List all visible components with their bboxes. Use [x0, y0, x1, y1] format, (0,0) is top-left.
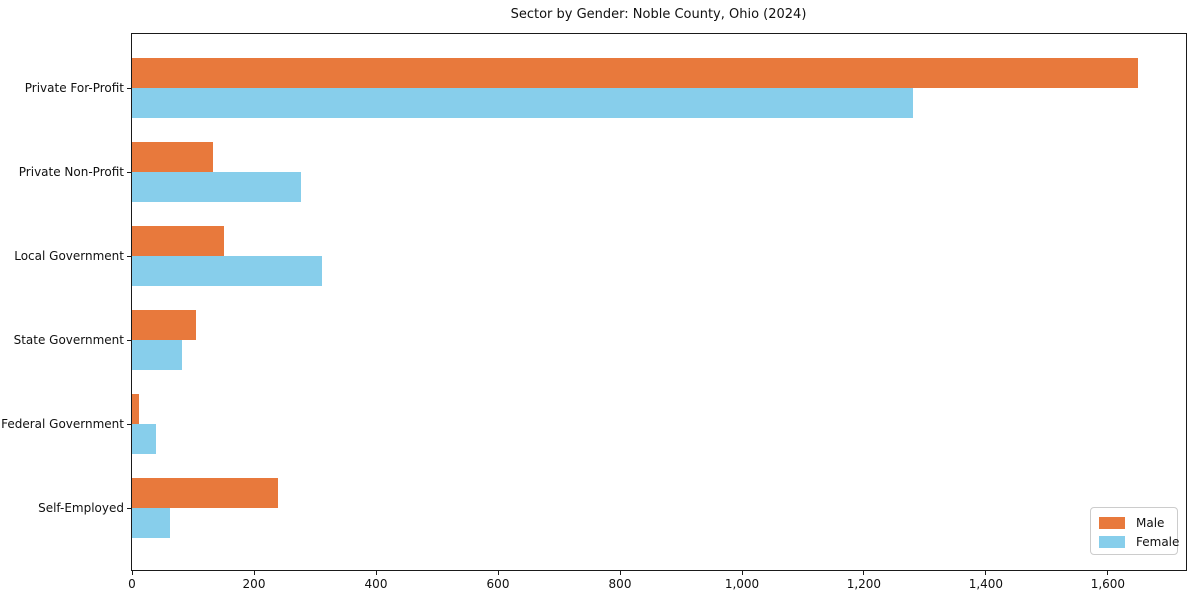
male-series-swatch [1099, 516, 1125, 529]
bar-male-1 [132, 142, 214, 172]
female-series-swatch [1099, 535, 1125, 548]
y-tick-mark [127, 340, 131, 341]
x-tick-mark [131, 571, 133, 575]
bar-female-3 [132, 340, 182, 370]
bar-male-2 [132, 226, 224, 256]
x-tick-label-4: 800 [608, 577, 632, 591]
category-label-3: State Government [13, 333, 124, 347]
bar-female-4 [132, 424, 157, 454]
x-tick-label-6: 1,200 [846, 577, 882, 591]
x-tick-mark [863, 571, 865, 575]
x-tick-mark [619, 571, 621, 575]
bar-male-0 [132, 58, 1139, 88]
bar-male-4 [132, 394, 140, 424]
y-tick-mark [127, 172, 131, 173]
legend-row-male: Male [1099, 513, 1169, 532]
x-tick-mark [985, 571, 987, 575]
x-tick-label-5: 1,000 [724, 577, 760, 591]
x-tick-label-1: 200 [242, 577, 266, 591]
y-tick-mark [127, 256, 131, 257]
chart-title: Sector by Gender: Noble County, Ohio (20… [510, 7, 807, 22]
bar-female-1 [132, 172, 301, 202]
y-tick-mark [127, 88, 131, 89]
y-tick-mark [127, 508, 131, 509]
x-tick-label-3: 600 [486, 577, 510, 591]
bar-male-5 [132, 478, 279, 508]
x-tick-mark [375, 571, 377, 575]
x-tick-label-0: 0 [128, 577, 136, 591]
category-label-2: Local Government [14, 249, 124, 263]
x-tick-mark [1107, 571, 1109, 575]
x-tick-label-7: 1,400 [968, 577, 1004, 591]
legend-label-male: Male [1136, 515, 1165, 530]
x-tick-label-2: 400 [364, 577, 388, 591]
legend-row-female: Female [1099, 532, 1179, 551]
x-tick-mark [741, 571, 743, 575]
bar-female-5 [132, 508, 170, 538]
x-tick-label-8: 1,600 [1090, 577, 1126, 591]
bar-male-3 [132, 310, 196, 340]
y-tick-mark [127, 424, 131, 425]
x-tick-mark [497, 571, 499, 575]
category-label-1: Private Non-Profit [18, 165, 124, 179]
legend: Male Female [1090, 507, 1179, 555]
bar-female-2 [132, 256, 322, 286]
category-label-0: Private For-Profit [24, 81, 124, 95]
plot-area [131, 33, 1187, 571]
legend-label-female: Female [1136, 534, 1180, 549]
category-label-4: Federal Government [1, 417, 124, 431]
category-label-5: Self-Employed [38, 501, 124, 515]
bar-female-0 [132, 88, 913, 118]
x-tick-mark [253, 571, 255, 575]
